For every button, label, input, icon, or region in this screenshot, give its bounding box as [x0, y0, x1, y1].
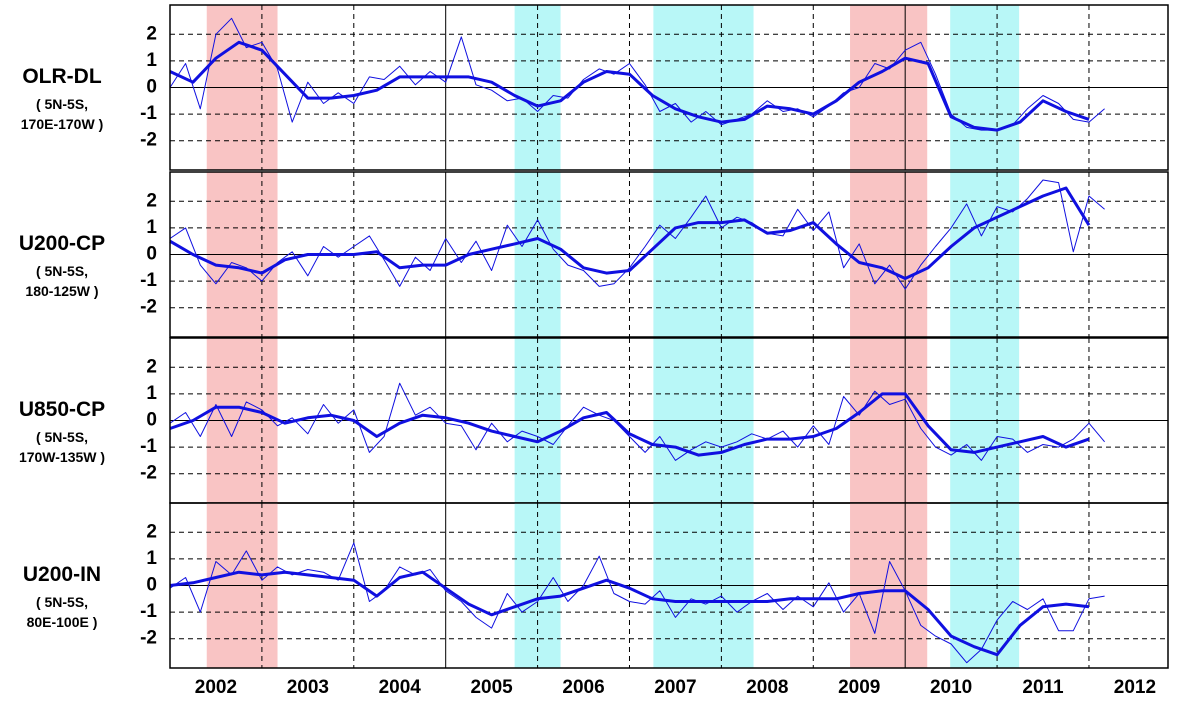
x-tick-label: 2004: [379, 677, 422, 698]
x-tick-label: 2007: [654, 677, 696, 698]
y-tick-label: -2: [140, 297, 157, 318]
panel-region: 170E-170W ): [21, 116, 103, 132]
y-tick-label: 1: [146, 383, 157, 404]
series-line: [169, 570, 1090, 657]
x-tick-label: 2010: [930, 677, 972, 698]
panel-label: OLR-DL: [22, 65, 101, 88]
panel: -2 -1 0 1 2 U200-CP ( 5N-5S, 180-125W ): [19, 171, 1169, 338]
y-tick-label: -1: [140, 270, 157, 291]
y-tick-label: 1: [146, 217, 157, 238]
y-tick-label: 2: [146, 23, 157, 44]
x-tick-label: 2006: [562, 677, 604, 698]
y-tick-label: 0: [146, 410, 157, 431]
series-line: [169, 392, 1090, 457]
y-tick-label: -1: [140, 436, 157, 457]
panel: -2 -1 0 1 2 OLR-DL ( 5N-5S, 170E-170W ): [21, 4, 1169, 171]
y-tick-label: -2: [140, 628, 157, 649]
series-line: [169, 40, 1090, 132]
panel-label: U850-CP: [19, 398, 105, 421]
panel-region: ( 5N-5S,: [36, 263, 88, 279]
panel-region: ( 5N-5S,: [36, 594, 88, 610]
y-tick-label: -1: [140, 601, 157, 622]
panel-label: U200-CP: [19, 232, 105, 255]
x-tick-label: 2002: [195, 677, 237, 698]
y-tick-label: 0: [146, 575, 157, 596]
y-tick-label: -2: [140, 130, 157, 151]
x-tick-label: 2005: [470, 677, 513, 698]
y-tick-label: 1: [146, 50, 157, 71]
x-tick-label: 2003: [287, 677, 329, 698]
y-tick-label: 2: [146, 356, 157, 377]
y-tick-label: 0: [146, 77, 157, 98]
panel-region: ( 5N-5S,: [36, 429, 88, 445]
series-line: [169, 542, 1105, 664]
y-tick-label: 1: [146, 548, 157, 569]
panel: -2 -1 0 1 2 U200-IN ( 5N-5S, 80E-100E ) 2002 2003…: [23, 502, 1169, 698]
series-line: [169, 186, 1091, 280]
y-tick-label: 2: [146, 190, 157, 211]
panel-frame: [169, 171, 1169, 338]
y-tick-label: -1: [140, 103, 157, 124]
y-tick-label: 2: [146, 521, 157, 542]
panel-region: ( 5N-5S,: [36, 96, 88, 112]
panel-region: 170W-135W ): [19, 449, 105, 465]
x-tick-label: 2008: [746, 677, 788, 698]
x-tick-label: 2012: [1114, 677, 1156, 698]
series-line: [169, 382, 1105, 461]
series-line: [169, 179, 1105, 290]
x-tick-label: 2009: [838, 677, 880, 698]
panel-label: U200-IN: [23, 563, 101, 586]
panel-region: 180-125W ): [25, 283, 98, 299]
panel-frame: [169, 502, 1169, 669]
panel-region: 80E-100E ): [27, 614, 98, 630]
panel: -2 -1 0 1 2 U850-CP ( 5N-5S, 170W-135W ): [19, 337, 1169, 504]
panel-frame: [169, 4, 1169, 171]
x-tick-label: 2011: [1022, 677, 1064, 698]
y-tick-label: 0: [146, 244, 157, 265]
y-tick-label: -2: [140, 463, 157, 484]
